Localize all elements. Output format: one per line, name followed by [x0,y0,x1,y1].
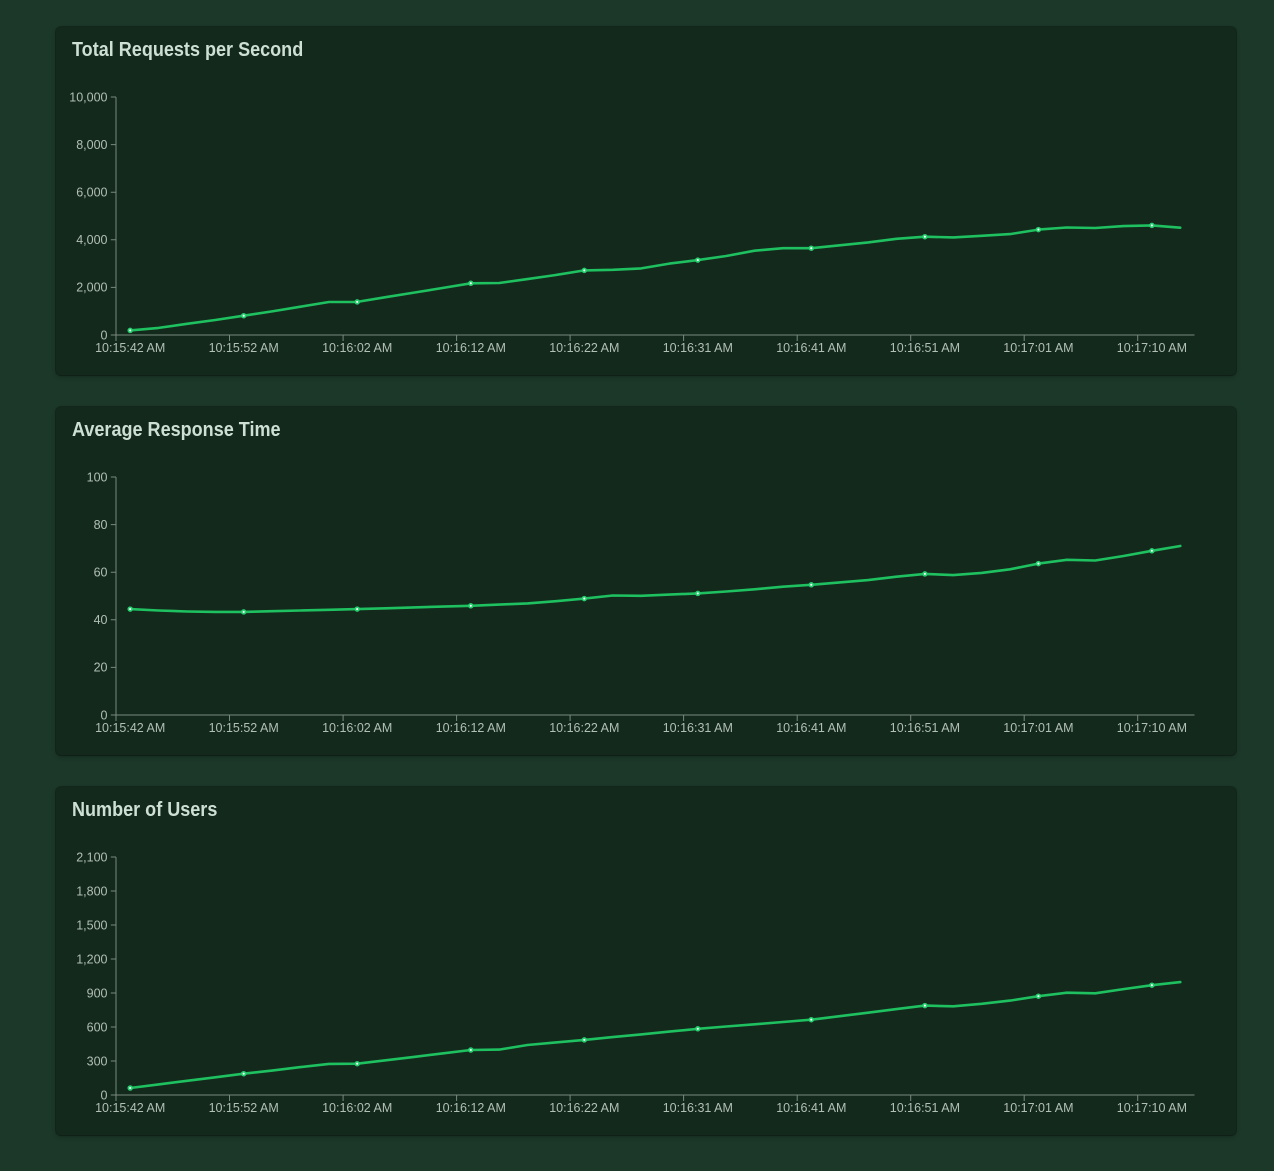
svg-text:0: 0 [101,328,108,342]
svg-text:10:16:41 AM: 10:16:41 AM [776,341,846,355]
svg-text:60: 60 [94,566,108,580]
svg-text:10:16:22 AM: 10:16:22 AM [549,1101,619,1115]
svg-text:1,200: 1,200 [76,952,107,966]
svg-text:10:15:42 AM: 10:15:42 AM [95,341,165,355]
svg-text:10:15:42 AM: 10:15:42 AM [95,1101,165,1115]
svg-text:10:15:42 AM: 10:15:42 AM [95,721,165,735]
svg-text:20: 20 [94,661,108,675]
svg-text:10:17:01 AM: 10:17:01 AM [1003,1101,1073,1115]
svg-text:10:16:41 AM: 10:16:41 AM [776,721,846,735]
svg-text:10:17:01 AM: 10:17:01 AM [1003,721,1073,735]
svg-text:10:15:52 AM: 10:15:52 AM [209,721,279,735]
svg-text:10:16:12 AM: 10:16:12 AM [436,721,506,735]
svg-text:10:17:01 AM: 10:17:01 AM [1003,341,1073,355]
svg-text:0: 0 [101,1088,108,1102]
svg-text:10:16:22 AM: 10:16:22 AM [549,721,619,735]
svg-text:1,500: 1,500 [76,918,107,932]
svg-text:10:16:41 AM: 10:16:41 AM [776,1101,846,1115]
svg-text:10:16:51 AM: 10:16:51 AM [890,721,960,735]
svg-text:10:17:10 AM: 10:17:10 AM [1117,1101,1187,1115]
svg-text:10:15:52 AM: 10:15:52 AM [209,1101,279,1115]
svg-text:2,100: 2,100 [76,850,107,864]
svg-text:10:16:02 AM: 10:16:02 AM [322,1101,392,1115]
svg-text:10:16:31 AM: 10:16:31 AM [663,341,733,355]
svg-text:100: 100 [87,470,108,484]
svg-text:10:17:10 AM: 10:17:10 AM [1117,721,1187,735]
svg-text:4,000: 4,000 [76,233,107,247]
svg-text:10:16:31 AM: 10:16:31 AM [663,1101,733,1115]
svg-text:80: 80 [94,518,108,532]
svg-text:10,000: 10,000 [69,90,107,104]
svg-text:10:16:12 AM: 10:16:12 AM [436,1101,506,1115]
svg-text:2,000: 2,000 [76,281,107,295]
svg-text:10:16:51 AM: 10:16:51 AM [890,341,960,355]
svg-text:600: 600 [87,1020,108,1034]
svg-text:10:16:22 AM: 10:16:22 AM [549,341,619,355]
svg-text:900: 900 [87,986,108,1000]
svg-text:10:16:31 AM: 10:16:31 AM [663,721,733,735]
svg-text:6,000: 6,000 [76,186,107,200]
svg-text:10:16:51 AM: 10:16:51 AM [890,1101,960,1115]
svg-text:40: 40 [94,613,108,627]
svg-text:10:16:02 AM: 10:16:02 AM [322,341,392,355]
svg-text:8,000: 8,000 [76,138,107,152]
svg-text:0: 0 [101,708,108,722]
svg-text:1,800: 1,800 [76,884,107,898]
svg-text:300: 300 [87,1054,108,1068]
svg-text:10:16:02 AM: 10:16:02 AM [322,721,392,735]
svg-text:10:15:52 AM: 10:15:52 AM [209,341,279,355]
svg-text:10:16:12 AM: 10:16:12 AM [436,341,506,355]
svg-text:10:17:10 AM: 10:17:10 AM [1117,341,1187,355]
